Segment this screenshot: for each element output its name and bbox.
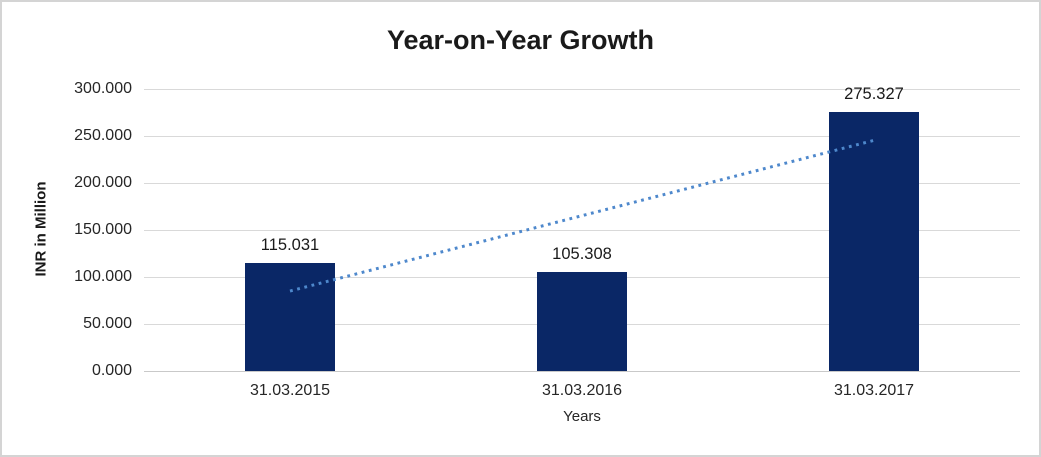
bar-value-label: 115.031 [260, 235, 320, 254]
y-tick-label: 0.000 [91, 362, 132, 379]
gridline [144, 89, 1020, 90]
gridline [144, 136, 1020, 137]
y-tick-label: 300.000 [74, 80, 132, 97]
y-tick-label: 150.000 [74, 221, 132, 238]
bar-31.03.2017 [829, 112, 919, 371]
bar-31.03.2016 [537, 272, 627, 371]
chart-title: Year-on-Year Growth [386, 25, 655, 55]
x-axis-title: Years [563, 408, 601, 425]
y-tick-label: 100.000 [74, 268, 132, 285]
x-tick-label: 31.03.2016 [541, 382, 623, 399]
plot-area: 115.031 105.308 275.327 [144, 85, 1020, 372]
bar-value-label: 275.327 [844, 85, 904, 104]
y-tick-label: 250.000 [74, 127, 132, 144]
y-tick-label: 200.000 [74, 174, 132, 191]
bar-31.03.2015 [245, 262, 335, 371]
x-tick-label: 31.03.2017 [833, 382, 915, 399]
x-tick-label: 31.03.2015 [249, 382, 331, 399]
gridline [144, 371, 1020, 372]
y-tick-label: 50.000 [83, 315, 132, 332]
bar-value-label: 105.308 [552, 245, 612, 263]
